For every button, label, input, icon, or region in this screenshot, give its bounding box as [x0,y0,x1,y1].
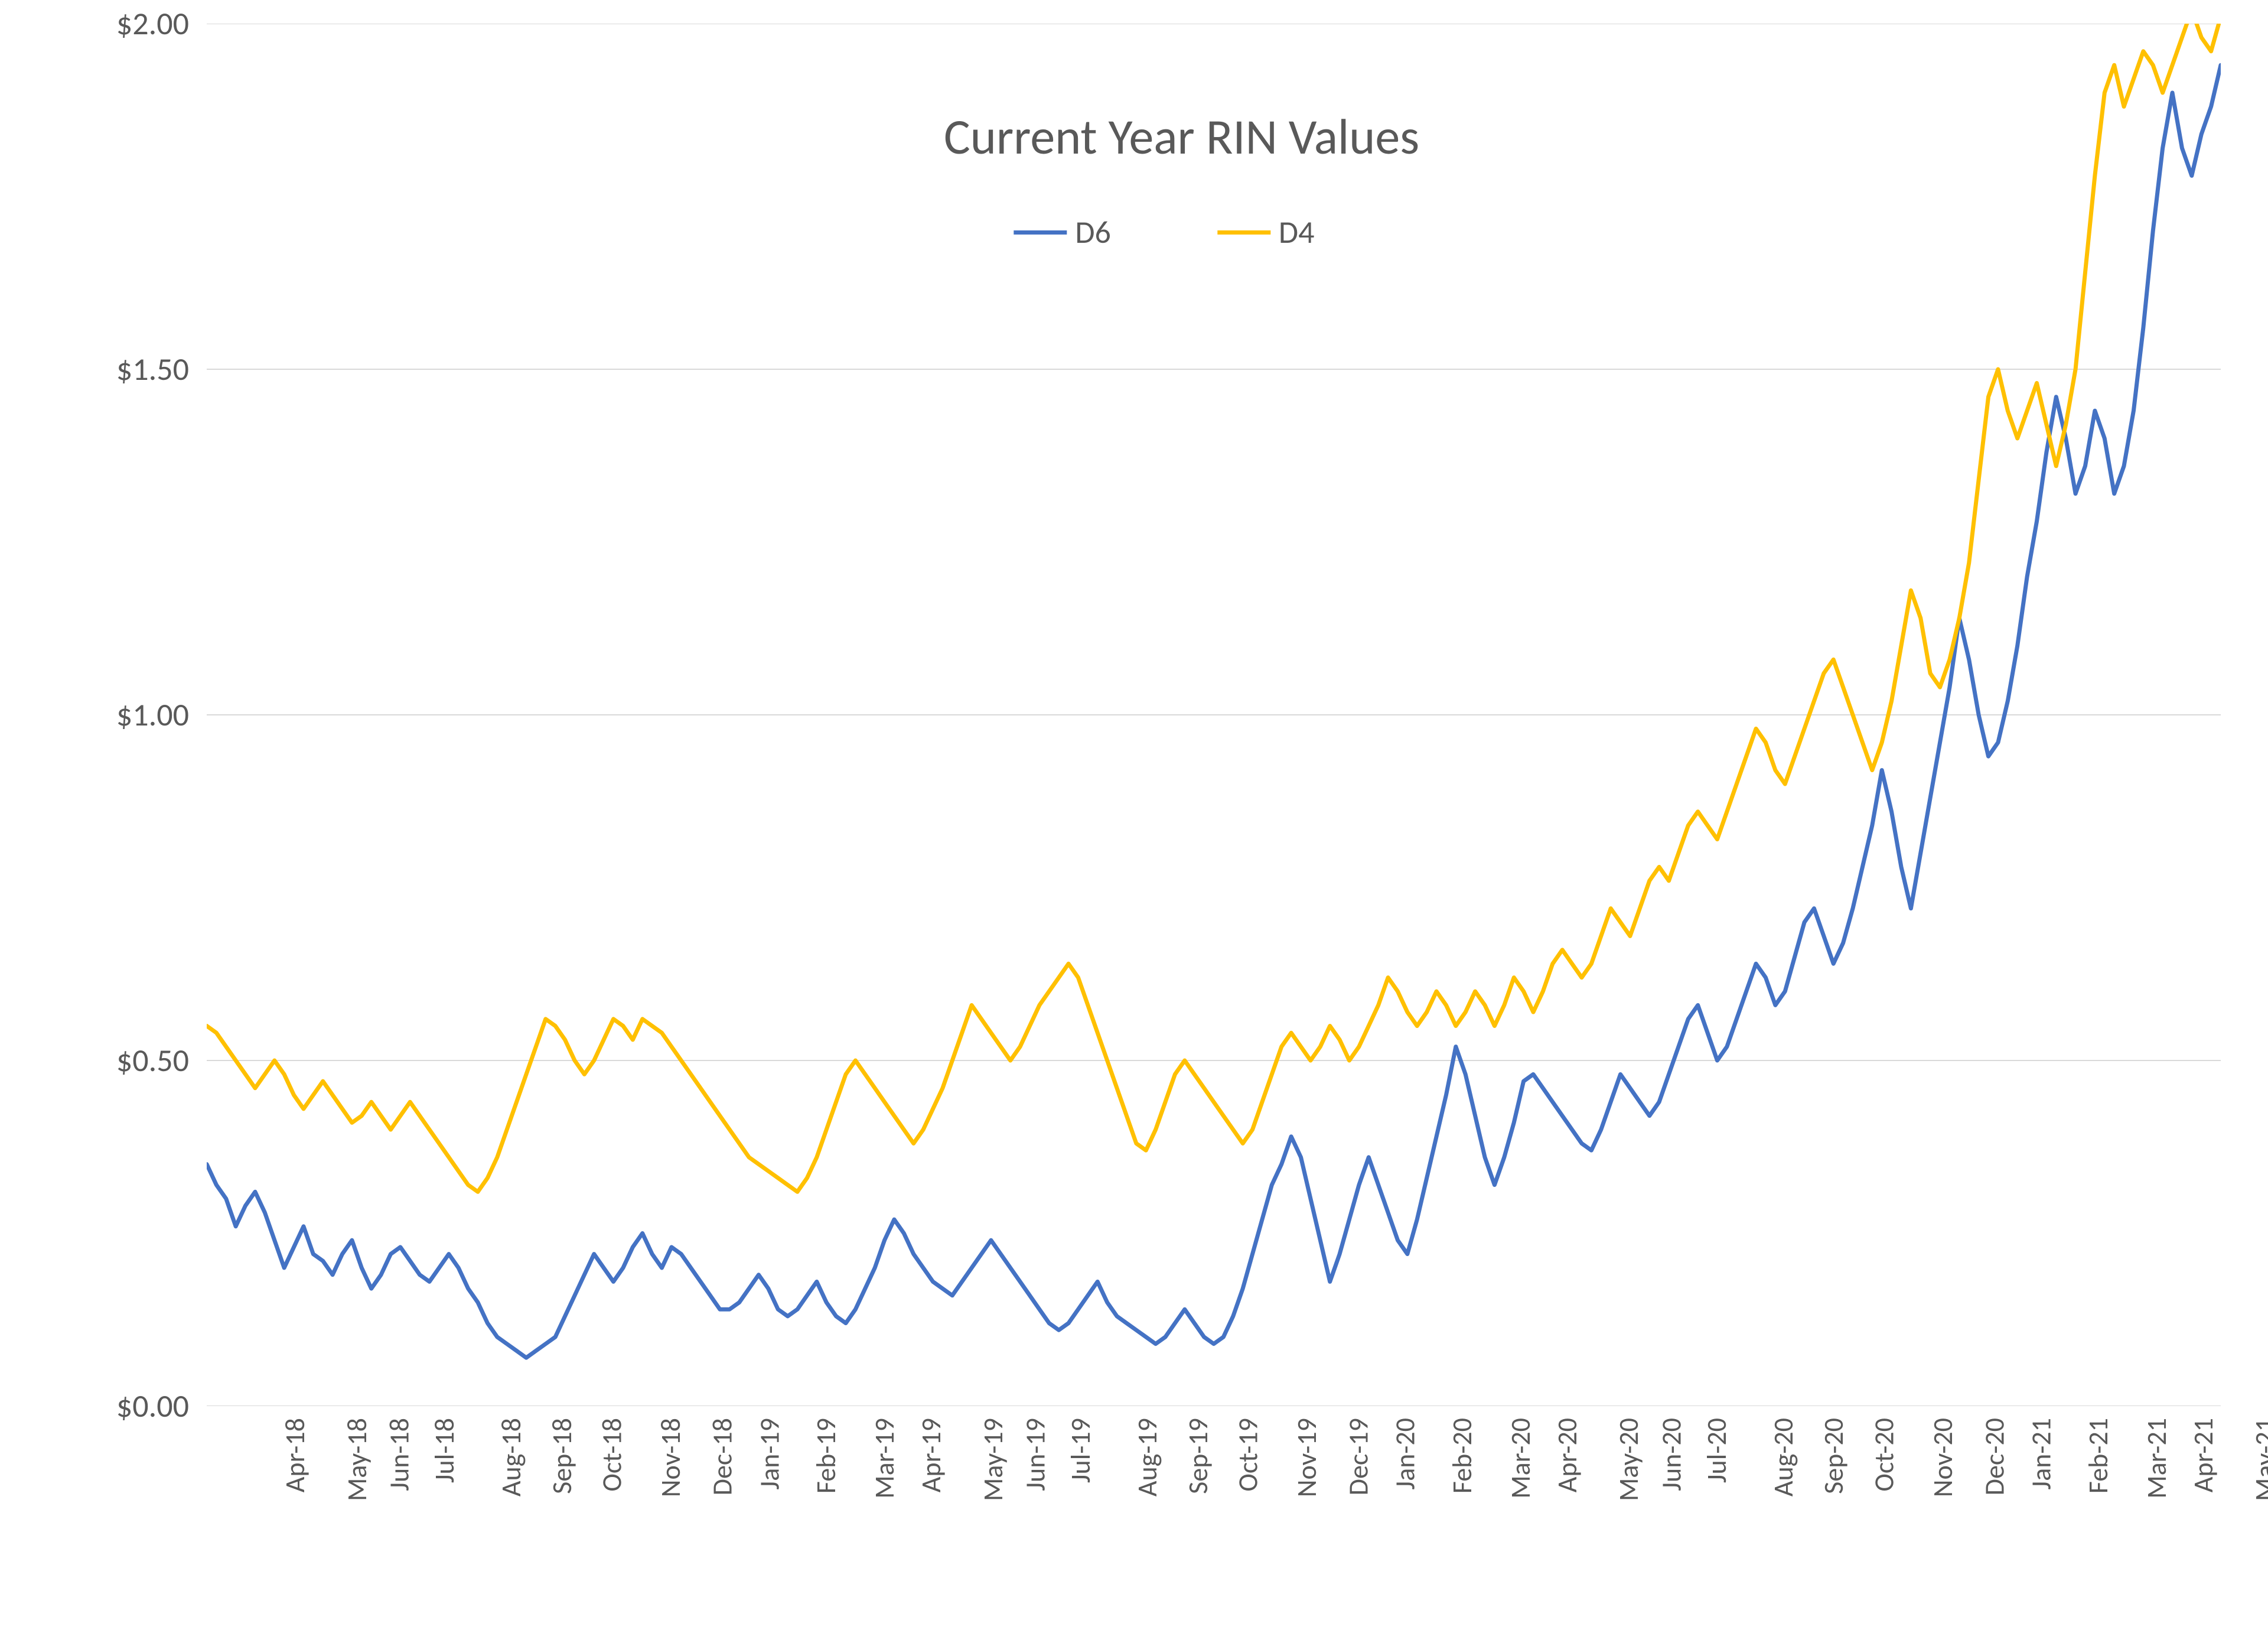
y-tick-label: $0.00 [116,1387,189,1426]
y-tick-label: $1.00 [116,695,189,734]
x-tick-label: Oct-19 [1232,1418,1265,1492]
x-tick-label: Feb-21 [2082,1418,2115,1494]
x-tick-label: Apr-19 [915,1418,948,1492]
x-tick-label: Apr-18 [279,1418,312,1492]
x-tick-label: Mar-19 [868,1418,901,1499]
x-tick-label: Nov-19 [1291,1418,1324,1497]
x-tick-label: Nov-18 [654,1418,687,1497]
x-tick-label: Nov-20 [1927,1418,1960,1497]
x-tick-label: Jun-20 [1656,1418,1689,1491]
x-tick-label: Aug-18 [495,1418,528,1496]
x-tick-label: Oct-18 [596,1418,629,1492]
x-tick-label: Dec-19 [1342,1418,1375,1495]
x-tick-label: Sep-18 [546,1418,579,1494]
x-tick-label: Apr-21 [2187,1418,2220,1492]
x-tick-label: Oct-20 [1868,1418,1901,1492]
x-tick-label: Mar-20 [1504,1418,1537,1499]
y-tick-label: $0.50 [116,1041,189,1080]
x-tick-label: Jan-19 [753,1418,786,1490]
x-tick-label: May-18 [341,1418,374,1501]
x-tick-label: May-21 [2249,1418,2268,1501]
x-tick-label: Sep-19 [1181,1418,1214,1494]
x-tick-label: Jul-20 [1700,1418,1733,1483]
x-tick-label: Jul-18 [428,1418,461,1483]
x-tick-label: Aug-20 [1767,1418,1800,1496]
x-tick-label: Mar-21 [2140,1418,2174,1499]
x-tick-label: Jun-19 [1019,1418,1052,1491]
x-tick-label: Feb-20 [1446,1418,1479,1494]
plot-area [207,24,2221,1406]
x-tick-label: Jan-20 [1389,1418,1422,1490]
x-tick-label: Jun-18 [383,1418,416,1491]
x-tick-label: Feb-19 [810,1418,843,1494]
y-tick-label: $2.00 [116,4,189,43]
x-tick-label: Apr-20 [1551,1418,1584,1492]
x-tick-label: May-20 [1612,1418,1645,1501]
x-axis-labels: Apr-18 May-18 Jun-18 Jul-18 Aug-18 Sep-18 Oct-… [207,1418,2221,1642]
x-tick-label: Aug-19 [1131,1418,1164,1496]
y-axis-labels: $0.00$0.50$1.00$1.50$2.00 [0,24,189,1406]
x-tick-label: Dec-20 [1978,1418,2011,1495]
x-tick-label: Jul-19 [1064,1418,1097,1483]
x-tick-label: Dec-18 [706,1418,739,1495]
rin-values-chart: Current Year RIN Values D6 D4 $0.00$0.50… [0,0,2268,1643]
y-tick-label: $1.50 [116,350,189,389]
x-tick-label: May-19 [977,1418,1010,1501]
x-tick-label: Sep-20 [1817,1418,1850,1494]
x-tick-label: Jan-21 [2025,1418,2058,1490]
